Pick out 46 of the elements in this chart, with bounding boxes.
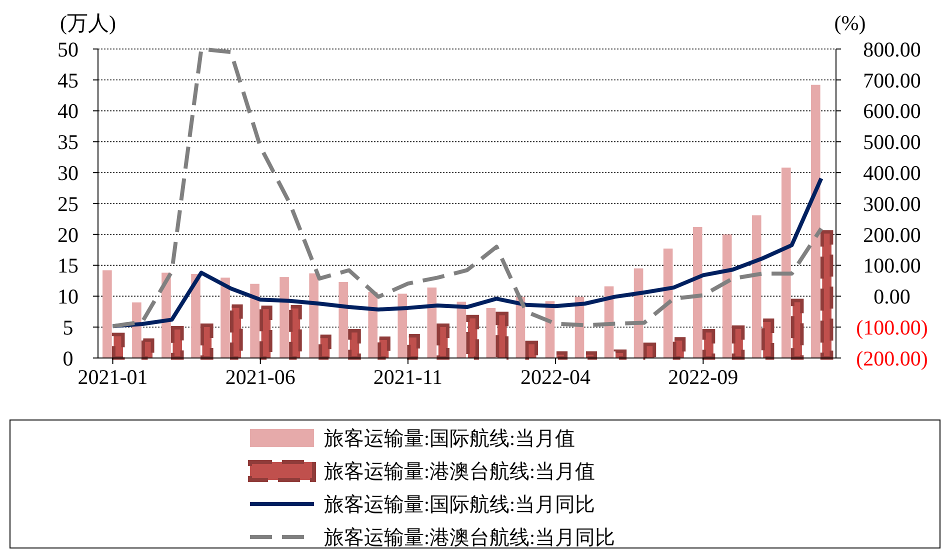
x-tick-label: 2021-01 xyxy=(78,365,148,389)
x-tick-label: 2021-06 xyxy=(225,365,296,389)
y2-tick-label: (200.00) xyxy=(856,346,928,370)
bar xyxy=(427,288,437,358)
legend-label: 旅客运输量:港澳台航线:当月同比 xyxy=(324,527,616,549)
y2-tick-label: 100.00 xyxy=(863,254,921,278)
x-tick-label: 2022-04 xyxy=(520,365,592,389)
bar xyxy=(102,270,112,358)
y-axis-title: (万人) xyxy=(60,11,116,35)
y-tick-label: 0 xyxy=(62,346,74,370)
bar xyxy=(338,282,348,358)
y2-tick-label: 800.00 xyxy=(863,37,921,62)
y-tick-label: 30 xyxy=(58,160,78,185)
y2-tick-label: 300.00 xyxy=(863,192,921,216)
legend-label: 旅客运输量:国际航线:当月值 xyxy=(324,428,576,450)
y2-tick-label: (100.00) xyxy=(856,315,928,340)
y-tick-label: 20 xyxy=(58,222,78,247)
y2-tick-label: 200.00 xyxy=(863,222,921,247)
x-tick-label: 2021-11 xyxy=(373,365,443,389)
bar xyxy=(752,215,762,358)
bar xyxy=(398,294,408,358)
legend-label: 旅客运输量:国际航线:当月同比 xyxy=(324,494,596,516)
y2-tick-label: 500.00 xyxy=(863,130,921,154)
legend-label: 旅客运输量:港澳台航线:当月值 xyxy=(324,461,596,483)
y2-tick-label: 400.00 xyxy=(863,160,921,185)
bar xyxy=(722,234,732,358)
y2-tick-label: 0.00 xyxy=(874,284,910,309)
bar xyxy=(692,226,702,358)
y2-axis-title: (%) xyxy=(834,11,866,35)
y2-tick-label: 600.00 xyxy=(863,99,921,124)
bar xyxy=(250,284,260,358)
y-tick-label: 45 xyxy=(58,68,78,92)
bar xyxy=(132,302,142,358)
y-tick-label: 50 xyxy=(58,37,78,62)
y-tick-label: 35 xyxy=(58,130,78,154)
bar xyxy=(191,274,200,358)
y-tick-label: 40 xyxy=(58,99,78,124)
bar xyxy=(781,168,791,358)
bar xyxy=(309,273,318,358)
x-tick-label: 2022-09 xyxy=(668,365,738,389)
y-tick-label: 10 xyxy=(58,284,78,309)
line-series xyxy=(110,47,824,328)
y2-tick-label: 700.00 xyxy=(863,68,921,92)
y-tick-label: 5 xyxy=(62,315,74,340)
y-tick-label: 15 xyxy=(58,254,78,278)
y-tick-label: 25 xyxy=(58,192,78,216)
